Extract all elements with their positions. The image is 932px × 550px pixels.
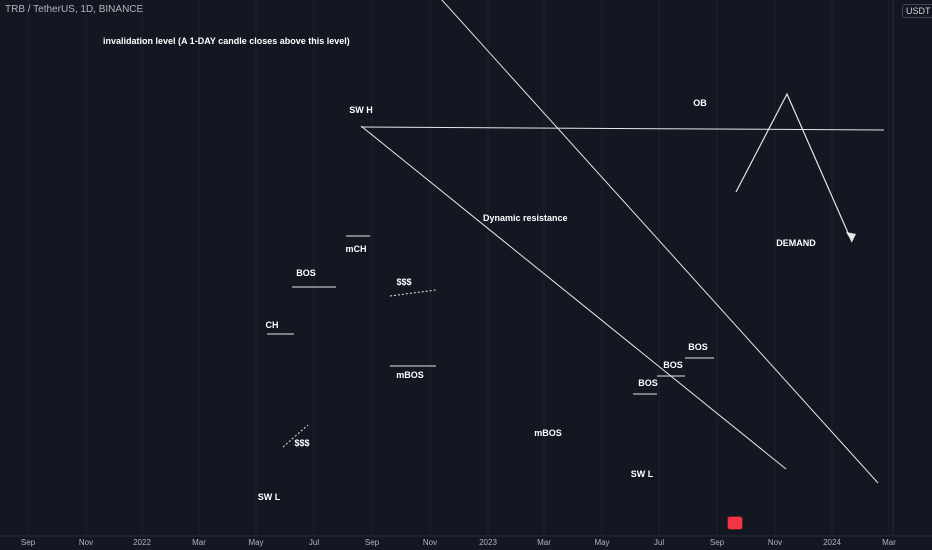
x-tick-label: Mar bbox=[192, 538, 206, 547]
sw-high-line bbox=[360, 126, 885, 131]
ch-label: CH bbox=[266, 320, 279, 330]
x-tick-label: 2022 bbox=[133, 538, 151, 547]
liquidity-label-high: $$$ bbox=[396, 277, 411, 287]
x-tick-label: May bbox=[248, 538, 263, 547]
sw-high-label: SW H bbox=[349, 105, 373, 115]
sw-low-label: SW L bbox=[258, 492, 281, 502]
sw-low-label-2: SW L bbox=[631, 469, 654, 479]
mch-label: mCH bbox=[345, 244, 366, 254]
bos-label-3: BOS bbox=[663, 360, 683, 370]
x-tick-label: May bbox=[594, 538, 609, 547]
demand-label: DEMAND bbox=[776, 238, 816, 248]
dynamic-resistance-label: Dynamic resistance bbox=[483, 213, 568, 223]
event-flag-icon[interactable] bbox=[727, 516, 743, 530]
x-tick-label: Sep bbox=[710, 538, 725, 547]
x-tick-label: Sep bbox=[365, 538, 380, 547]
mbos-label-upper: mBOS bbox=[396, 370, 424, 380]
symbol-title: TRB / TetherUS, 1D, BINANCE bbox=[5, 4, 144, 15]
liquidity-label-low: $$$ bbox=[294, 438, 309, 448]
x-tick-label: 2023 bbox=[479, 538, 497, 547]
bos-label-4: BOS bbox=[688, 342, 708, 352]
ob-label: OB bbox=[693, 98, 707, 108]
x-tick-label: Mar bbox=[882, 538, 896, 547]
bos-label-2: BOS bbox=[638, 378, 658, 388]
x-tick-label: Nov bbox=[79, 538, 93, 547]
x-tick-label: Mar bbox=[537, 538, 551, 547]
x-tick-label: 2024 bbox=[823, 538, 841, 547]
dynamic-resistance-line bbox=[360, 125, 787, 470]
mbos-label-lower: mBOS bbox=[534, 428, 562, 438]
projection-arrowhead bbox=[846, 232, 856, 242]
projection-path bbox=[735, 92, 853, 243]
x-tick-label: Jul bbox=[654, 538, 664, 547]
x-tick-label: Nov bbox=[423, 538, 437, 547]
liquidity-line-low bbox=[282, 424, 309, 448]
quote-currency-button[interactable]: USDT bbox=[902, 4, 932, 18]
x-tick-label: Sep bbox=[21, 538, 36, 547]
x-tick-label: Jul bbox=[309, 538, 319, 547]
x-tick-label: Nov bbox=[768, 538, 782, 547]
sw-low-line bbox=[441, 0, 879, 484]
bos-label-1: BOS bbox=[296, 268, 316, 278]
invalidation-label: invalidation level (A 1-DAY candle close… bbox=[103, 36, 350, 46]
